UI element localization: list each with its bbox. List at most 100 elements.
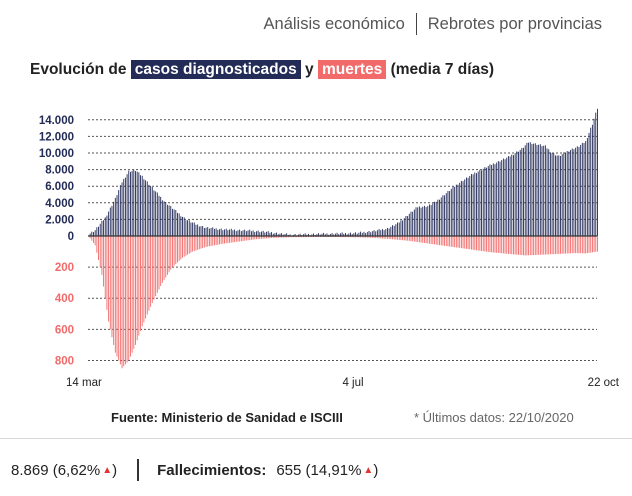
- deaths-bar: [192, 236, 194, 252]
- deaths-bar: [240, 236, 242, 242]
- deaths-bar: [435, 236, 437, 245]
- cases-bar: [496, 162, 498, 236]
- deaths-bar: [276, 236, 278, 238]
- deaths-bar: [190, 236, 192, 253]
- cases-bar: [160, 196, 162, 236]
- y-tick-label-deaths: 600: [55, 324, 74, 336]
- cases-bar: [279, 233, 281, 236]
- deaths-bar: [249, 236, 251, 241]
- deaths-bar: [178, 236, 180, 261]
- deaths-bar: [264, 236, 266, 239]
- deaths-bar: [143, 236, 145, 323]
- deaths-bar: [383, 236, 385, 239]
- cases-bar: [486, 167, 488, 236]
- cases-bar: [222, 230, 224, 236]
- cases-bar: [281, 233, 283, 236]
- deaths-bar: [571, 236, 573, 254]
- deaths-bar: [128, 236, 130, 361]
- deaths-bar: [358, 236, 360, 238]
- cases-bar: [229, 229, 231, 236]
- cases-bar: [538, 144, 540, 236]
- last-updated-text: * Últimos datos: 22/10/2020: [414, 410, 574, 425]
- deaths-bar: [182, 236, 183, 258]
- deaths-bar: [292, 236, 294, 238]
- cases-bar: [519, 149, 521, 236]
- cases-bar: [507, 156, 509, 236]
- cases-bar: [213, 228, 215, 236]
- cases-bar: [138, 172, 140, 236]
- deaths-bar: [291, 236, 293, 238]
- cases-bar: [116, 195, 118, 236]
- deaths-bar: [551, 236, 553, 255]
- deaths-bar: [398, 236, 400, 240]
- cases-bar: [521, 148, 523, 236]
- deaths-bar: [405, 236, 407, 241]
- cases-bar: [151, 187, 153, 236]
- cases-bar: [163, 201, 165, 236]
- deaths-bar: [351, 236, 353, 238]
- cases-bar: [161, 200, 163, 236]
- y-tick-label-cases: 8.000: [45, 165, 74, 177]
- cases-bar: [460, 180, 462, 236]
- deaths-bar: [235, 236, 237, 242]
- deaths-bar: [425, 236, 427, 244]
- cases-bar: [334, 233, 336, 236]
- cases-bar: [339, 233, 341, 236]
- cases-bar: [471, 174, 472, 236]
- cases-bar: [175, 210, 177, 236]
- cases-bar: [244, 229, 246, 236]
- cases-bar: [499, 161, 501, 236]
- cases-bar: [400, 220, 402, 236]
- cases-bar: [156, 192, 158, 236]
- deaths-bar: [561, 236, 563, 254]
- cases-bar: [553, 153, 555, 236]
- deaths-bar: [460, 236, 462, 249]
- stats-bar: 8.869 (6,62% ▲ ) Fallecimientos: 655 (14…: [11, 459, 378, 481]
- deaths-bar: [531, 236, 533, 256]
- deaths-bar: [138, 236, 140, 336]
- deaths-bar: [482, 236, 484, 252]
- deaths-bar: [407, 236, 409, 241]
- cases-bar: [560, 155, 561, 236]
- y-tick-label-cases: 10.000: [39, 148, 74, 160]
- y-tick-label-cases: 4.000: [45, 198, 74, 210]
- deaths-bar: [106, 236, 108, 310]
- deaths-bar: [595, 236, 597, 252]
- cases-bar: [187, 220, 189, 236]
- deaths-bar: [422, 236, 424, 243]
- deaths-bar: [417, 236, 419, 243]
- deaths-bar: [207, 236, 209, 247]
- deaths-bar: [156, 236, 158, 293]
- cases-bar: [277, 234, 279, 236]
- cases-bar: [220, 228, 222, 236]
- deaths-bar: [501, 236, 503, 254]
- cases-bar: [208, 228, 210, 236]
- deaths-bar: [513, 236, 514, 255]
- nav-separator: [415, 13, 417, 35]
- deaths-bar: [170, 236, 172, 270]
- deaths-bar: [494, 236, 496, 253]
- deaths-bar: [509, 236, 511, 255]
- cases-bar: [551, 153, 553, 236]
- cases-bar: [405, 216, 407, 236]
- nav-link-analisis-economico[interactable]: Análisis económico: [263, 14, 405, 33]
- cases-bar: [356, 233, 358, 236]
- cases-bar: [219, 229, 220, 236]
- deaths-bar: [257, 236, 259, 239]
- deaths-bar: [281, 236, 283, 238]
- nav-link-rebrotes-por-provincias[interactable]: Rebrotes por provincias: [427, 14, 602, 33]
- deaths-bar: [442, 236, 444, 246]
- deaths-bar: [247, 236, 249, 241]
- cases-bar: [437, 199, 439, 236]
- cases-stat-close: ): [112, 461, 118, 479]
- deaths-bar: [136, 236, 138, 341]
- deaths-bar: [286, 236, 288, 238]
- cases-bar: [319, 234, 321, 236]
- deaths-stat-close: ): [373, 461, 379, 479]
- deaths-bar: [560, 236, 561, 254]
- deaths-bar: [168, 236, 170, 273]
- deaths-bar: [140, 236, 141, 331]
- deaths-bar: [222, 236, 224, 244]
- cases-bar: [583, 143, 585, 236]
- cases-bar: [360, 231, 362, 236]
